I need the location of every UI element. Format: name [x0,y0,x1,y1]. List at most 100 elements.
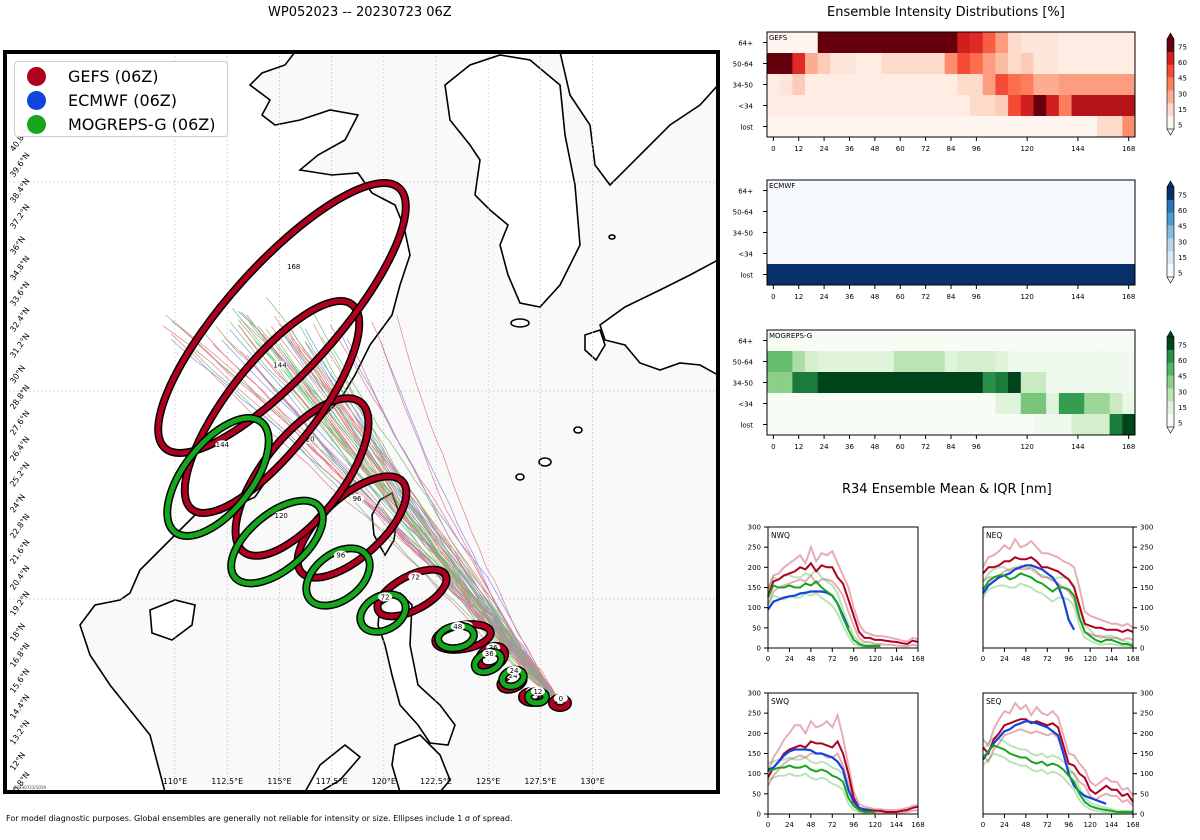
heatmap-cell [1084,201,1098,223]
heatmap-cell [944,330,958,352]
heatmap-cell [919,180,933,202]
heatmap-cell [982,372,996,394]
heatmap-cell [767,201,781,223]
heatmap-cell [982,330,996,352]
ellipse-label-bg [378,592,393,602]
heatmap-row-label: lost [740,124,753,132]
heatmap-cell [855,32,869,54]
heatmap-cell [906,180,920,202]
mogreps-ellipse: 48 [434,621,478,653]
heatmap-cell [779,351,793,373]
heatmap-cell [805,201,819,223]
heatmap-cell [805,180,819,202]
intensity-panels: GEFS 64+ 50-64 34-50 <34 lost 0 12 24 36 48 60 72 84 9… [733,31,1187,451]
colorbar-tick-label: 45 [1178,75,1187,83]
heatmap-cell [1046,201,1060,223]
heatmap-cell [817,95,831,117]
heatmap-cell [1020,74,1034,96]
heatmap-cell [919,95,933,117]
heatmap-cell [1096,180,1111,202]
track-map: 0122436487296120144168122436487296120144… [3,50,720,794]
heatmap-x-tick-label: 120 [1020,145,1033,153]
heatmap-row-label: 50-64 [733,359,754,367]
heatmap-cell [1033,222,1047,244]
heatmap-cell [919,116,933,138]
colorbar-tick-label: 5 [1178,122,1182,130]
heatmap-cell [779,201,793,223]
forecast-hour-label: 96 [353,495,362,503]
heatmap-cell [817,201,831,223]
heatmap-cell [931,414,946,436]
heatmap-cell [868,74,882,96]
heatmap-cell [779,222,793,244]
heatmap-cell [1033,32,1047,54]
heatmap-cell [893,53,907,75]
ecmwf-mean-line [767,590,850,629]
heatmap-cell [792,372,806,394]
colorbar-segment [1167,414,1174,428]
heatmap-cell [1020,116,1034,138]
heatmap-cell [995,264,1009,286]
heatmap-cell [1071,95,1085,117]
heatmap-cell [792,243,806,265]
heatmap-cell [1084,74,1098,96]
r34-x-tick-label: 48 [1021,821,1030,829]
heatmap-x-tick-label: 12 [794,293,803,301]
heatmap-row-label: 64+ [738,338,753,346]
heatmap-cell [970,222,984,244]
r34-x-tick-label: 144 [890,655,904,663]
heatmap-cell [1033,116,1047,138]
heatmap-cell [1008,53,1022,75]
heatmap-cell [1020,351,1034,373]
heatmap-cell [893,116,907,138]
colorbar-segment [1167,103,1174,117]
heatmap-cell [817,372,831,394]
heatmap-cell [995,74,1009,96]
intensity-panel: ECMWF 64+ 50-64 34-50 <34 lost 0 12 24 36 48 60 72 84… [733,179,1187,301]
heatmap-cell [805,243,819,265]
ellipse-label-bg [273,360,288,370]
heatmap-cell [919,414,933,436]
gefs-ellipse: 72 [373,565,451,621]
ellipse-ring [357,591,409,635]
heatmap-cell [817,74,831,96]
heatmap-cell [805,330,819,352]
ellipse-label-bg [553,693,568,703]
heatmap-cell [1071,264,1085,286]
r34-y-tick-label: 0 [1140,645,1144,653]
r34-x-tick-label: 168 [911,821,924,829]
heatmap-cell [957,116,971,138]
heatmap-cell [1020,264,1034,286]
heatmap-cell [1122,264,1136,286]
r34-quadrant-label: NWQ [771,531,790,540]
colorbar-top-arrow [1166,180,1175,188]
heatmap-cell [792,180,806,202]
heatmap-cell [1058,243,1072,265]
gefs-q3-line [767,712,919,811]
heatmap-cell [868,95,882,117]
member-track [337,327,561,704]
heatmap-cell [767,116,781,138]
heatmap-cell [881,95,895,117]
mogreps-ellipse: 72 [356,590,410,636]
r34-x-tick-label: 48 [1021,655,1030,663]
heatmap-cell [817,32,831,54]
heatmap-cell [893,74,907,96]
member-track [279,329,561,704]
heatmap-cell [1008,414,1022,436]
heatmap-cell [995,53,1009,75]
heatmap-x-tick-label: 144 [1071,145,1085,153]
heatmap-cell [970,53,984,75]
heatmap-panel-label: GEFS [769,34,788,42]
colorbar-segment [1167,251,1174,265]
heatmap-cell [1084,53,1098,75]
heatmap-cell [995,330,1009,352]
heatmap-cell [1084,393,1098,415]
heatmap-cell [1109,414,1123,436]
heatmap-cell [843,116,857,138]
heatmap-cell [830,414,844,436]
heatmap-cell [830,393,844,415]
heatmap-cell [906,32,920,54]
r34-x-tick-label: 120 [868,655,881,663]
